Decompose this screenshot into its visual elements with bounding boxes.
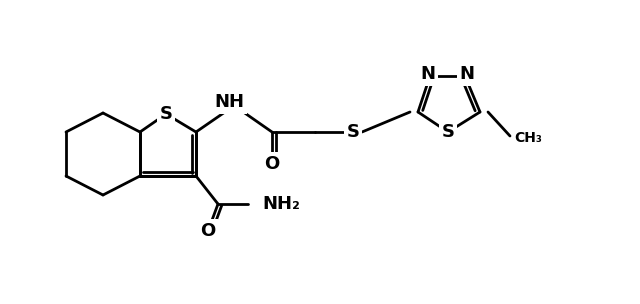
Text: N: N [420,65,435,83]
Text: S: S [442,123,454,141]
Text: S: S [159,105,173,123]
Text: CH₃: CH₃ [514,131,542,145]
Text: NH₂: NH₂ [262,195,300,213]
Text: S: S [346,123,360,141]
Text: NH: NH [214,93,244,111]
Text: O: O [200,222,216,240]
Text: N: N [460,65,474,83]
Text: O: O [264,155,280,173]
